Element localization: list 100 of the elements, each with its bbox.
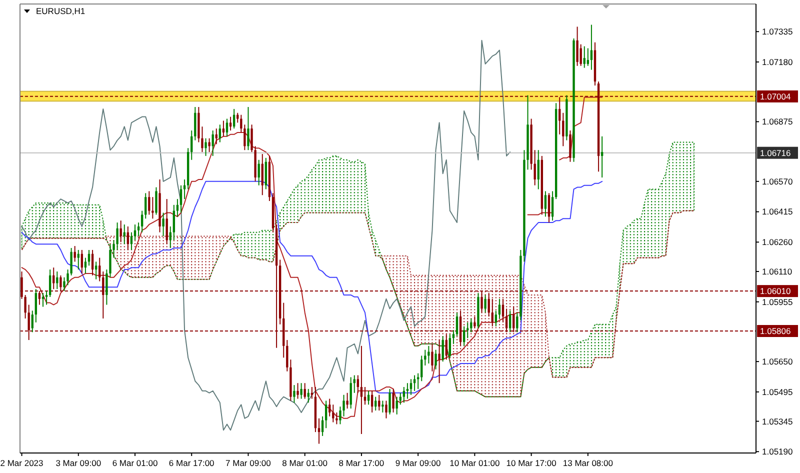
candlestick: [208, 138, 210, 153]
candlestick: [190, 130, 193, 160]
candlestick: [350, 376, 352, 410]
ref-line-label: 1.06716: [760, 148, 791, 158]
x-tick-label: 9 Mar 09:00: [395, 458, 442, 468]
ref-line-label: 1.06010: [760, 286, 791, 296]
candlestick: [586, 48, 590, 66]
candlestick: [491, 298, 494, 327]
candlestick: [456, 312, 458, 337]
ref-line-label: 1.07004: [760, 91, 791, 102]
candlestick: [324, 400, 328, 429]
candlestick: [130, 232, 133, 250]
candlestick: [600, 136, 604, 178]
x-tick-label: 8 Mar 17:00: [338, 458, 384, 468]
candlestick: [310, 386, 314, 400]
y-tick-label: 1.06875: [762, 116, 793, 127]
y-tick-label: 1.06415: [762, 206, 793, 217]
candlestick: [388, 388, 391, 415]
candlestick: [212, 130, 214, 156]
x-tick-label: 7 Mar 09:00: [226, 458, 272, 468]
candlestick: [176, 198, 179, 218]
candlestick: [484, 294, 486, 314]
candlestick: [392, 388, 394, 413]
candlestick: [74, 246, 76, 262]
y-tick-label: 1.06260: [762, 237, 793, 248]
x-tick-label: 2 Mar 2023: [0, 458, 44, 468]
candlestick: [293, 384, 296, 404]
candlestick: [98, 257, 101, 282]
x-tick-label: 13 Mar 08:00: [562, 458, 614, 468]
candlestick: [140, 210, 144, 233]
candlestick: [424, 349, 426, 366]
y-tick-label: 1.05650: [762, 356, 793, 367]
candlestick: [31, 310, 34, 333]
candlestick: [304, 382, 306, 400]
candlestick: [80, 249, 84, 274]
candlestick: [155, 186, 158, 216]
candlestick: [218, 124, 222, 143]
x-tick-label: 3 Mar 09:00: [56, 458, 102, 468]
candlestick: [261, 153, 264, 196]
candlestick: [590, 24, 593, 70]
candlestick: [544, 190, 547, 218]
candlestick: [84, 257, 87, 274]
y-tick-label: 1.06570: [762, 176, 793, 186]
y-tick-label: 1.05495: [762, 386, 793, 397]
candlestick: [548, 192, 550, 224]
candlestick: [137, 222, 140, 237]
x-tick-label: 6 Mar 01:00: [112, 458, 158, 468]
candlestick: [410, 378, 412, 396]
candlestick: [300, 382, 302, 400]
x-tick-label: 6 Mar 17:00: [168, 458, 215, 468]
candlestick: [445, 334, 448, 360]
candlestick: [438, 340, 440, 384]
candlestick: [229, 116, 232, 131]
y-tick-label: 1.07335: [762, 26, 793, 37]
y-tick-label: 1.05955: [762, 296, 793, 307]
candlestick: [431, 343, 434, 372]
candlestick: [488, 292, 490, 318]
candlestick: [576, 26, 578, 66]
candlestick: [537, 150, 540, 190]
ref-line-label: 1.05806: [760, 326, 791, 336]
candlestick: [470, 318, 472, 333]
candlestick: [144, 192, 147, 220]
candlestick: [328, 398, 331, 417]
candlestick: [166, 198, 168, 245]
candlestick: [551, 190, 554, 222]
candlestick: [434, 349, 437, 370]
candlestick: [56, 270, 58, 290]
candlestick: [420, 355, 423, 382]
candlestick: [226, 118, 228, 137]
candlestick: [45, 290, 48, 306]
candlestick: [296, 382, 299, 400]
chart-title: EURUSD,H1: [36, 6, 86, 16]
candlestick: [382, 400, 384, 413]
candlestick: [91, 249, 94, 276]
x-tick-label: 8 Mar 01:00: [282, 458, 328, 468]
candlestick: [264, 157, 268, 190]
y-tick-label: 1.05190: [762, 446, 793, 457]
candlestick: [374, 396, 377, 412]
candlestick: [360, 345, 363, 435]
candlestick: [346, 392, 348, 410]
candlestick: [385, 400, 388, 419]
y-tick-label: 1.06110: [762, 266, 792, 276]
candlestick: [307, 388, 310, 404]
line-series: [21, 40, 511, 431]
candlestick: [48, 269, 52, 298]
candlestick: [204, 138, 207, 156]
candlestick: [508, 310, 512, 333]
candlestick: [339, 406, 342, 425]
candlestick: [222, 120, 225, 137]
candlestick: [402, 386, 406, 404]
candlestick: [63, 276, 66, 292]
candlestick: [215, 128, 218, 145]
y-tick-label: 1.05345: [762, 416, 793, 426]
y-tick-label: 1.07180: [762, 56, 793, 67]
candlestick: [120, 220, 122, 243]
candlestick: [42, 292, 44, 308]
candlestick: [378, 394, 380, 412]
candlestick: [494, 310, 498, 327]
candlestick: [474, 316, 476, 329]
candlestick: [318, 418, 320, 444]
